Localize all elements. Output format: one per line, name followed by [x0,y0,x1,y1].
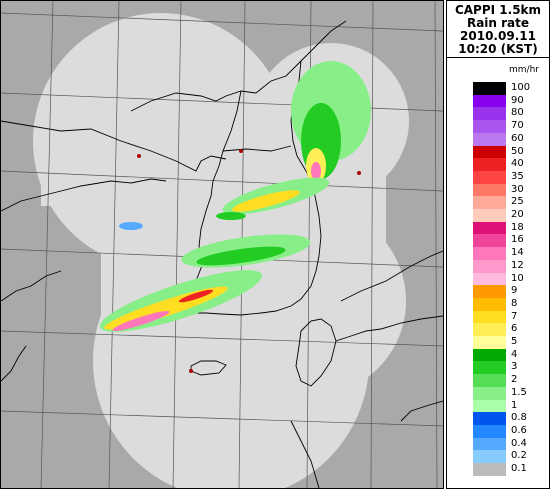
rain-patch-central-west [216,212,246,220]
scale-color-box [473,120,506,134]
legend-panel: CAPPI 1.5km Rain rate 2010.09.11 10:20 (… [446,0,550,489]
scale-label: 2 [511,374,518,386]
scale-color-box [473,234,506,248]
scale-label: 9 [511,285,518,297]
scale-label: 30 [511,183,524,195]
radar-site [137,154,141,158]
scale-color-box [473,310,506,324]
scale-color-box [473,297,506,311]
scale-color-box [473,132,506,146]
radar-map-canvas [1,1,443,488]
radar-sites [137,149,361,373]
radar-map [0,0,444,489]
scale-color-box [473,94,506,108]
scale-color-box [473,82,506,95]
scale-color-box [473,399,506,413]
scale-label: 90 [511,94,524,106]
scale-label: 0.1 [511,463,527,474]
scale-color-box [473,196,506,210]
radar-site [189,369,193,373]
product-title: CAPPI 1.5km [454,3,542,17]
scale-label: 5 [511,336,518,347]
scale-label: 100 [511,82,531,93]
scale-color-box [473,424,506,438]
scale-color-box [473,323,506,337]
scale-label: 4 [511,348,518,360]
observation-time: 10:20 (KST) [458,42,538,56]
scale-label: 16 [511,234,524,246]
scale-label: 60 [511,132,524,144]
scale-label: 12 [511,259,524,271]
scale-label: 0.4 [511,437,527,449]
coastlines [1,20,443,488]
scale-color-box [473,183,506,197]
scale-color-box [473,361,506,375]
scale-color-box [473,145,506,159]
rain-band-southwest-max [178,289,214,303]
rain-band-south-core [196,246,286,266]
scale-color-box [473,348,506,362]
rain-band-central-core [232,190,300,212]
scale-label: 0.8 [511,412,527,424]
scale-label: 1.5 [511,386,527,398]
scale-label: 18 [511,221,524,233]
radar-site [357,171,361,175]
scale-label: 50 [511,145,524,157]
scale-color-box [473,336,506,349]
legend-unit: mm/hr [509,65,539,75]
scale-color-box [473,450,506,464]
product-variable: Rain rate [466,16,530,30]
scale-color-box [473,412,506,426]
scale-label: 6 [511,323,518,335]
scale-label: 40 [511,158,524,170]
scale-color-box [473,285,506,299]
scale-color-box [473,107,506,121]
rain-patch-west [119,222,143,230]
legend-divider [447,57,549,58]
scale-label: 0.2 [511,450,527,462]
scale-label: 14 [511,247,524,259]
radar-site [239,149,243,153]
rain-band-southwest-peak [112,310,170,332]
scale-label: 1 [511,399,518,411]
scale-label: 35 [511,170,524,182]
rain-echoes [99,61,371,332]
scale-color-box [473,170,506,184]
scale-color-box [473,437,506,451]
scale-label: 0.6 [511,424,527,436]
observation-date: 2010.09.11 [460,29,536,43]
scale-label: 70 [511,120,524,132]
scale-color-box [473,386,506,400]
scale-color-box [473,463,506,476]
scale-color-box [473,221,506,235]
scale-label: 80 [511,107,524,119]
scale-label: 20 [511,209,524,220]
scale-label: 25 [511,196,524,208]
scale-label: 3 [511,361,518,373]
rain-band-northeast-max [311,162,321,180]
scale-color-box [473,259,506,273]
scale-color-box [473,209,506,222]
scale-color-box [473,158,506,172]
color-scale: 100 90 80 70 60 50 40 35 30 25 20 18 16 14 12 10 9 8 7 6 5 4 3… [473,82,530,476]
scale-color-box [473,272,506,286]
scale-color-box [473,374,506,388]
scale-label: 10 [511,272,524,284]
scale-label: 7 [511,310,518,322]
scale-color-box [473,247,506,261]
scale-label: 8 [511,297,518,309]
